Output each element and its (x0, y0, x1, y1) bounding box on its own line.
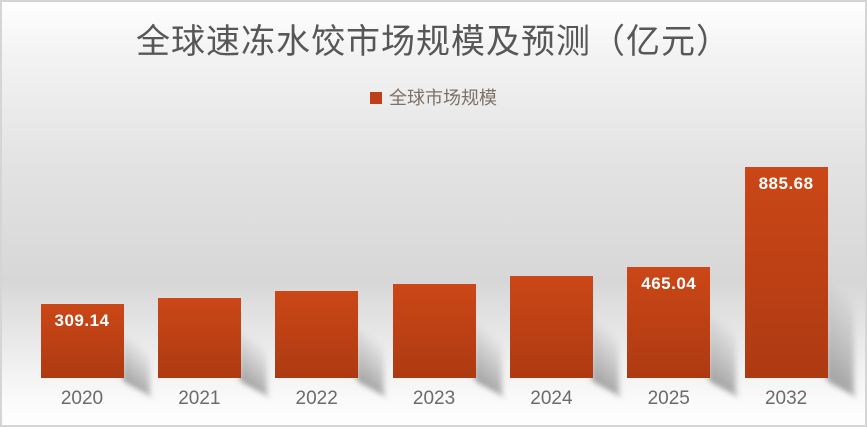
bar-fill: 309.14 (40, 304, 124, 378)
legend-swatch-icon (370, 92, 382, 104)
bar-fill: 465.04 (627, 267, 711, 378)
bar-2021 (157, 298, 267, 396)
bar-value-label: 309.14 (54, 311, 110, 330)
bar-2032: 885.68 (744, 167, 854, 396)
x-axis-label-2023: 2023 (412, 388, 456, 409)
x-axis-label-2021: 2021 (178, 388, 221, 409)
bar-2023 (392, 284, 502, 396)
bar-shadow (238, 331, 267, 396)
x-axis-label-2025: 2025 (647, 388, 690, 409)
x-axis-label-2022: 2022 (295, 388, 338, 409)
bar-shadow (473, 322, 502, 396)
bar-value-label: 465.04 (641, 274, 697, 293)
bar-2020: 309.14 (40, 304, 150, 396)
bar-shadow (356, 327, 385, 396)
x-axis-label-2020: 2020 (60, 388, 104, 409)
bar-value-label: 885.68 (758, 174, 814, 193)
bar-fill (509, 276, 593, 378)
legend-label: 全球市场规模 (389, 88, 497, 108)
bar-shadow (121, 335, 150, 396)
bar-2022 (275, 291, 385, 396)
bar-shadow (825, 276, 854, 396)
chart-title: 全球速冻水饺市场规模及预测（亿元） (136, 22, 731, 62)
bar-fill: 885.68 (744, 167, 828, 378)
legend: 全球市场规模 (2, 89, 865, 107)
x-axis-label-2032: 2032 (764, 388, 808, 409)
bar-fill (275, 291, 359, 378)
bar-fill (157, 298, 241, 378)
bar-2024 (509, 276, 619, 396)
bar-shadow (590, 317, 619, 396)
bar-2025: 465.04 (627, 267, 737, 396)
bar-shadow (708, 312, 737, 396)
bar-fill (392, 284, 476, 378)
x-axis-label-2024: 2024 (530, 388, 573, 409)
